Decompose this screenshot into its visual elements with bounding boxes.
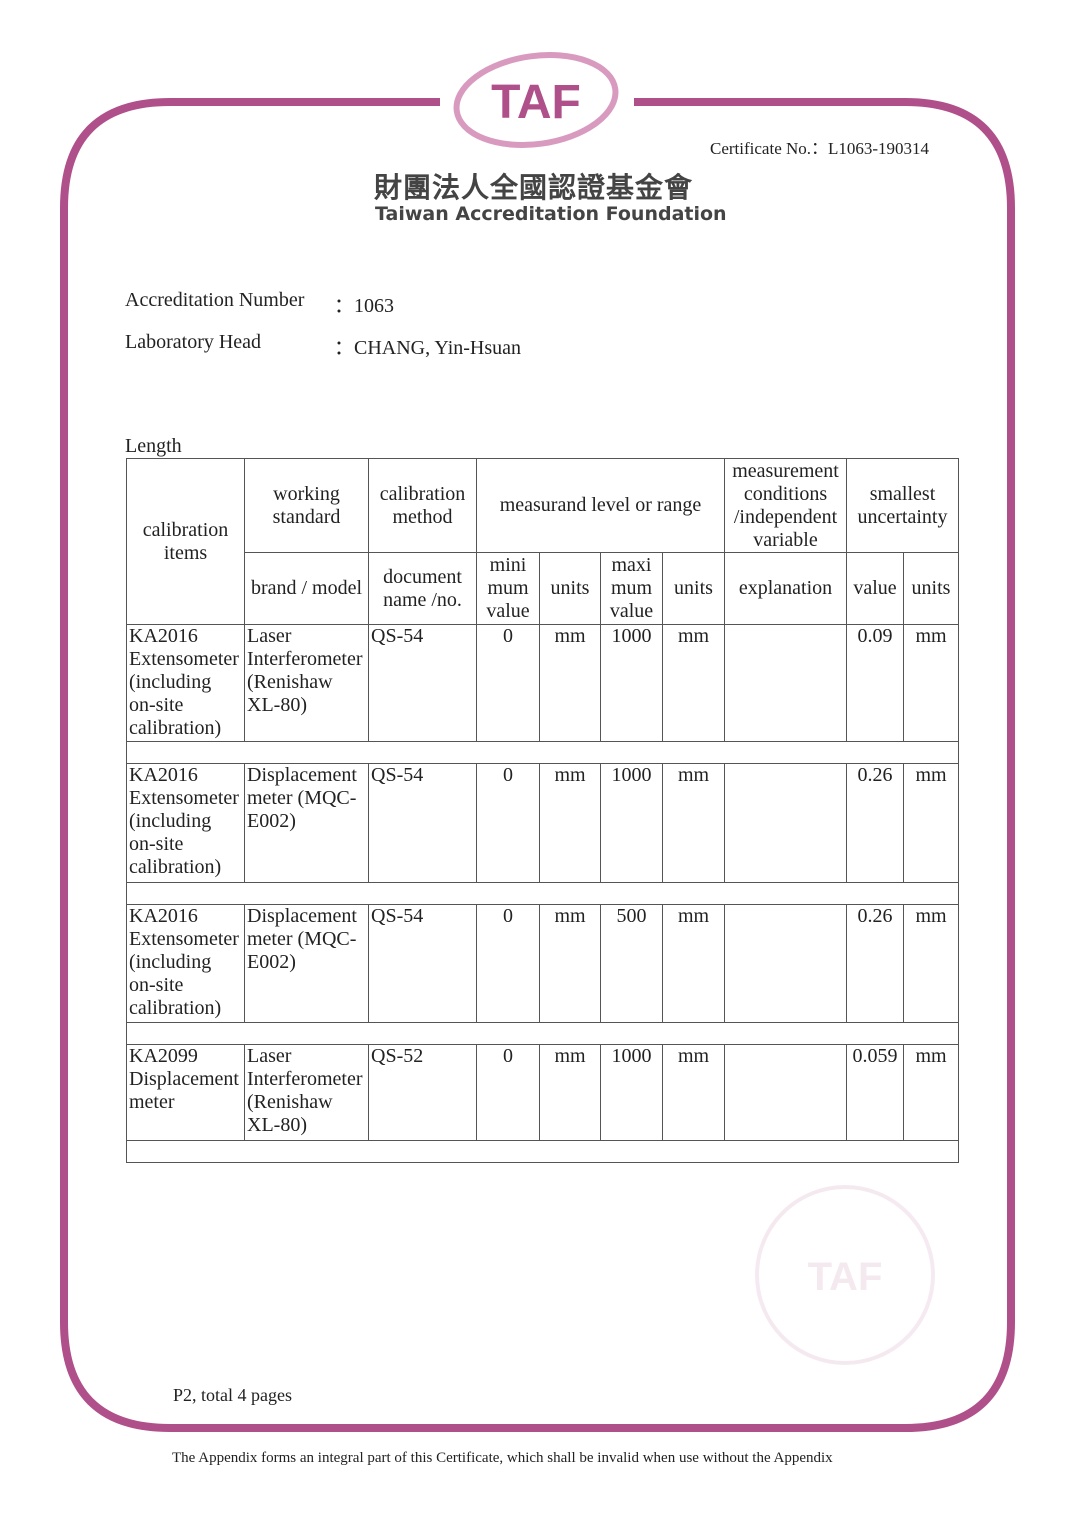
footer-note: The Appendix forms an integral part of t… [172, 1450, 833, 1466]
cell-min-units: mm [539, 763, 601, 883]
cell-unc-units: mm [903, 1044, 959, 1141]
org-name-cn: 財團法人全國認證基金會 [374, 171, 694, 204]
header-units: units [539, 552, 601, 625]
cell-min: 0 [476, 624, 540, 742]
header-uncertainty: smallest uncertainty [846, 458, 959, 553]
cell-item: KA2016 Extensometer (including on-site c… [126, 904, 245, 1023]
table-row: KA2016 Extensometer (including on-site c… [126, 624, 959, 742]
header-conditions: measurement conditions /independent vari… [724, 458, 847, 553]
cell-max: 500 [600, 904, 663, 1023]
cell-unc: 0.26 [846, 904, 904, 1023]
cell-item: KA2016 Extensometer (including on-site c… [126, 624, 245, 742]
cell-min-units: mm [539, 624, 601, 742]
cell-method: QS-54 [368, 904, 477, 1023]
cell-min: 0 [476, 763, 540, 883]
cell-unc-units: mm [903, 624, 959, 742]
section-title: Length [125, 435, 182, 457]
cell-min: 0 [476, 1044, 540, 1141]
header-row-2: brand / model document name /no. mini mu… [127, 552, 959, 625]
cell-unc: 0.09 [846, 624, 904, 742]
spacer-cell [126, 1022, 959, 1045]
header-working-standard: working standard [244, 458, 369, 553]
taf-logo: TAF [453, 52, 619, 148]
certificate-number: Certificate No.：L1063-190314 [710, 139, 930, 158]
spacer-row [126, 882, 959, 905]
svg-text:TAF: TAF [491, 76, 581, 129]
table-row: KA2099 Displacement meter Laser Interfero… [126, 1044, 959, 1141]
accreditation-value: ：1063 [334, 295, 394, 317]
cell-min-units: mm [539, 1044, 601, 1141]
spacer-cell [126, 882, 959, 905]
page-info: P2, total 4 pages [173, 1385, 292, 1405]
cell-unc: 0.059 [846, 1044, 904, 1141]
header-min-value: mini mum value [476, 552, 540, 625]
cell-method: QS-54 [368, 624, 477, 742]
header-explanation: explanation [724, 552, 847, 625]
cell-unc: 0.26 [846, 763, 904, 883]
cell-max-units: mm [662, 904, 725, 1023]
spacer-row [126, 741, 959, 764]
cell-standard: Displacement meter (MQC-E002) [244, 904, 369, 1023]
lab-head-label: Laboratory Head [125, 331, 262, 353]
header-brand-model: brand / model [244, 552, 369, 625]
seal-watermark: TAF [755, 1185, 935, 1365]
spacer-row [126, 1022, 959, 1045]
spacer-cell [126, 741, 959, 764]
lab-head-value: ：CHANG, Yin-Hsuan [334, 337, 522, 359]
table-row: KA2016 Extensometer (including on-site c… [126, 904, 959, 1023]
cell-standard: Displacement meter (MQC-E002) [244, 763, 369, 883]
header-units: units [662, 552, 725, 625]
cell-item: KA2099 Displacement meter [126, 1044, 245, 1141]
cell-max: 1000 [600, 1044, 663, 1141]
cell-max: 1000 [600, 763, 663, 883]
cell-unc-units: mm [903, 904, 959, 1023]
cell-standard: Laser Interferometer (Renishaw XL-80) [244, 624, 369, 742]
header-measurand: measurand level or range [476, 458, 725, 553]
header-calibration-items: calibration items [126, 458, 245, 625]
accreditation-label: Accreditation Number [125, 289, 305, 311]
cell-min-units: mm [539, 904, 601, 1023]
header-document: document name /no. [368, 552, 477, 625]
cell-max: 1000 [600, 624, 663, 742]
cell-explanation [724, 624, 847, 742]
cell-explanation [724, 904, 847, 1023]
header-value: value [846, 552, 904, 625]
cell-unc-units: mm [903, 763, 959, 883]
spacer-row [126, 1140, 959, 1163]
cell-standard: Laser Interferometer (Renishaw XL-80) [244, 1044, 369, 1141]
cell-max-units: mm [662, 624, 725, 742]
cell-max-units: mm [662, 763, 725, 883]
header-units: units [903, 552, 959, 625]
cell-method: QS-54 [368, 763, 477, 883]
cell-method: QS-52 [368, 1044, 477, 1141]
header-calibration-method: calibration method [368, 458, 477, 553]
header-row-1: calibration items working standard calib… [126, 458, 959, 625]
cell-max-units: mm [662, 1044, 725, 1141]
spacer-cell [126, 1140, 959, 1163]
cell-min: 0 [476, 904, 540, 1023]
table-row: KA2016 Extensometer (including on-site c… [126, 763, 959, 883]
cell-explanation [724, 1044, 847, 1141]
cell-item: KA2016 Extensometer (including on-site c… [126, 763, 245, 883]
org-name-en: Taiwan Accreditation Foundation [375, 203, 727, 225]
header-max-value: maxi mum value [600, 552, 663, 625]
calibration-table: calibration items working standard calib… [126, 458, 959, 1163]
svg-text:TAF: TAF [808, 1255, 883, 1299]
cell-explanation [724, 763, 847, 883]
